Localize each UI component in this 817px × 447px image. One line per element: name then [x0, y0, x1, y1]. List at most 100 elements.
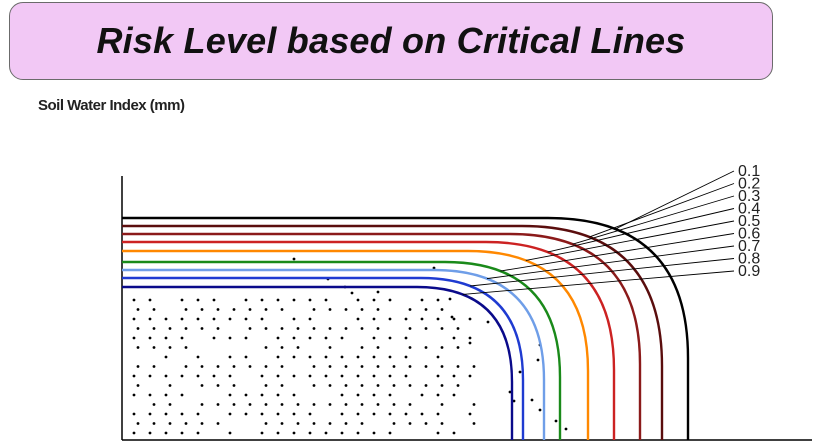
data-dot — [292, 412, 296, 416]
data-dot — [280, 327, 284, 330]
leader-line-0.4 — [547, 208, 735, 253]
data-dot — [376, 384, 380, 387]
data-dot — [486, 320, 490, 324]
data-dot — [530, 398, 534, 402]
data-dot — [180, 393, 184, 397]
data-dot — [392, 403, 396, 406]
axes — [121, 176, 812, 441]
data-dot — [228, 412, 232, 416]
data-dot — [280, 346, 284, 349]
data-dot — [328, 308, 332, 311]
data-dot — [440, 384, 444, 387]
data-dot — [308, 336, 312, 340]
data-dot — [372, 393, 376, 397]
data-dot — [456, 365, 460, 368]
data-dot — [536, 358, 540, 362]
data-dot — [184, 346, 188, 349]
data-dot — [456, 384, 460, 387]
data-dot — [264, 327, 268, 330]
data-dot — [196, 412, 200, 416]
data-dot — [196, 374, 200, 378]
leader-line-0.7 — [486, 245, 735, 280]
data-dot — [408, 346, 412, 349]
data-dot — [436, 298, 440, 302]
data-dot — [360, 308, 364, 311]
data-dot — [164, 317, 168, 321]
data-dot — [276, 374, 280, 378]
data-dot — [244, 412, 248, 416]
data-dot — [308, 355, 312, 359]
data-dot — [372, 355, 376, 359]
data-dot — [388, 374, 392, 378]
data-dot — [440, 346, 444, 349]
data-dot — [216, 365, 220, 368]
data-dot — [472, 365, 476, 368]
page-title: Risk Level based on Critical Lines — [96, 20, 686, 61]
data-dot — [360, 384, 364, 387]
data-dot — [452, 374, 456, 378]
y-axis-label: Soil Water Index (mm) — [38, 97, 185, 114]
data-dot — [372, 374, 376, 378]
data-dot — [432, 266, 436, 270]
data-dot — [388, 298, 392, 302]
data-dot — [168, 384, 172, 387]
data-dot — [512, 399, 516, 403]
data-dot — [244, 355, 248, 359]
data-dot — [324, 298, 328, 302]
data-dot — [324, 355, 328, 359]
data-dot — [164, 393, 168, 397]
data-dot — [276, 393, 280, 397]
leader-line-0.5 — [525, 220, 735, 261]
data-dot — [312, 422, 316, 425]
data-dot — [324, 431, 328, 435]
data-dot — [340, 336, 344, 340]
data-dot — [450, 315, 454, 319]
data-dot — [132, 431, 136, 435]
data-dot — [360, 346, 364, 349]
critical-lines — [122, 216, 690, 440]
data-dot — [292, 298, 296, 302]
data-dot — [184, 308, 188, 311]
data-dot — [248, 308, 252, 311]
data-dot — [372, 317, 376, 321]
data-dot — [168, 327, 172, 330]
data-dot — [260, 431, 264, 435]
data-dot — [408, 403, 412, 406]
leader-line-0.2 — [589, 183, 735, 238]
data-dot — [356, 431, 360, 435]
data-dot — [152, 346, 156, 349]
data-dot — [196, 317, 200, 321]
data-dot — [340, 374, 344, 378]
data-dot — [216, 403, 220, 406]
data-dot — [264, 422, 268, 425]
data-dot — [372, 336, 376, 340]
data-dot — [404, 374, 408, 378]
data-dot — [372, 412, 376, 416]
data-dot — [436, 412, 440, 416]
data-dot — [472, 422, 476, 425]
data-dot — [388, 336, 392, 340]
critical-line-0.3 — [122, 232, 642, 440]
data-dot — [232, 308, 236, 311]
data-dot — [408, 308, 412, 311]
data-dot — [292, 355, 296, 359]
data-dot — [356, 393, 360, 397]
data-dot — [148, 374, 152, 378]
data-dot — [260, 374, 264, 378]
data-dot — [184, 327, 188, 330]
data-dot — [360, 327, 364, 330]
data-dot — [344, 327, 348, 330]
data-dot — [292, 317, 296, 321]
data-dot — [344, 422, 348, 425]
data-dot — [340, 431, 344, 435]
data-dot — [228, 355, 232, 359]
data-dot — [436, 355, 440, 359]
data-dot — [200, 308, 204, 311]
data-dot — [228, 431, 232, 435]
data-dot — [164, 431, 168, 435]
data-dot — [244, 393, 248, 397]
critical-line-0.5 — [122, 249, 590, 440]
data-dot — [356, 374, 360, 378]
data-dot — [436, 393, 440, 397]
data-dot — [180, 374, 184, 378]
